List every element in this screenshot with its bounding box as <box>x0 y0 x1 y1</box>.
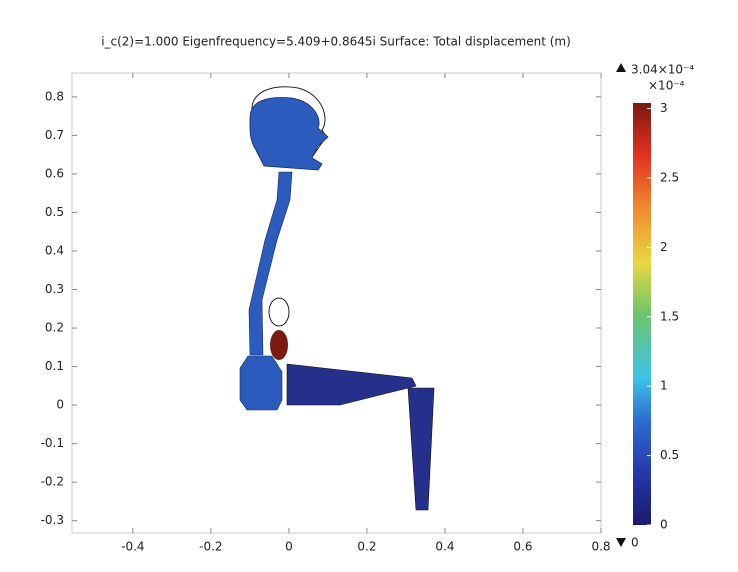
y-tick-label: 0.3 <box>45 282 64 296</box>
colorbar-tick-label: 2.5 <box>660 170 679 184</box>
chart-title: i_c(2)=1.000 Eigenfrequency=5.409+0.8645… <box>101 35 571 49</box>
min-marker <box>616 538 626 547</box>
colorbar-tick-label: 0 <box>660 518 668 532</box>
x-tick-label: 0.6 <box>513 540 532 554</box>
organ <box>270 330 288 360</box>
max-marker <box>616 63 626 72</box>
y-tick-label: 0.6 <box>45 166 64 180</box>
pelvis <box>239 355 283 411</box>
colorbar-tick-label: 2 <box>660 240 668 254</box>
y-tick-label: 0.2 <box>45 321 64 335</box>
x-tick-label: 0 <box>285 540 293 554</box>
y-tick-label: 0.7 <box>45 128 64 142</box>
colorbar-tick-label: 1 <box>660 379 668 393</box>
colorbar-tick-label: 3 <box>660 101 668 115</box>
y-tick-label: 0.1 <box>45 359 64 373</box>
y-tick-label: 0 <box>56 398 64 412</box>
geometry <box>239 86 435 511</box>
shank <box>407 387 435 511</box>
x-tick-label: -0.4 <box>121 540 144 554</box>
thigh <box>286 363 417 406</box>
y-tick-label: 0.4 <box>45 243 64 257</box>
undeformed-organ <box>268 297 290 327</box>
spine <box>248 171 293 356</box>
colorbar-tick-label: 0.5 <box>660 448 679 462</box>
colorbar-max-label: 3.04×10⁻⁴ <box>631 63 694 77</box>
colorbar-multiplier: ×10⁻⁴ <box>648 79 685 93</box>
plot-frame <box>71 72 602 534</box>
x-tick-label: 0.8 <box>591 540 610 554</box>
y-tick-label: -0.3 <box>41 513 64 527</box>
y-tick-label: -0.1 <box>41 436 64 450</box>
colorbar <box>633 103 651 525</box>
x-tick-label: 0.4 <box>435 540 454 554</box>
x-tick-label: 0.2 <box>357 540 376 554</box>
y-tick-label: 0.5 <box>45 205 64 219</box>
head <box>249 97 329 171</box>
y-tick-label: -0.2 <box>41 475 64 489</box>
colorbar-tick-label: 1.5 <box>660 309 679 323</box>
y-tick-label: 0.8 <box>45 89 64 103</box>
colorbar-min-label: 0 <box>631 536 639 550</box>
x-tick-label: -0.2 <box>199 540 222 554</box>
